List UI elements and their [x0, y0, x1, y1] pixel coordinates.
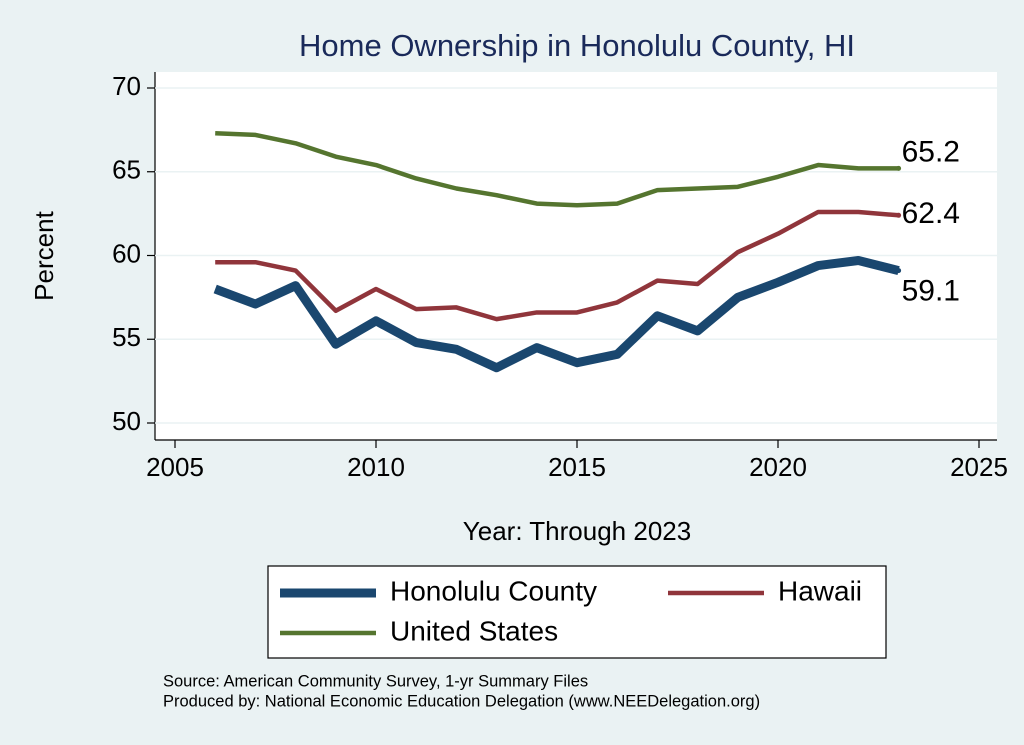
x-axis-label: Year: Through 2023 [463, 516, 691, 546]
y-axis-label: Percent [29, 210, 59, 300]
x-tick-label: 2005 [146, 452, 204, 482]
y-tick-label: 60 [112, 238, 141, 268]
source-note: Source: American Community Survey, 1-yr … [163, 672, 588, 690]
x-tick-label: 2015 [548, 452, 606, 482]
value-label: 59.1 [902, 274, 960, 307]
end-marker [896, 212, 902, 218]
end-marker [896, 268, 902, 274]
y-tick-label: 55 [112, 322, 141, 352]
series-line [215, 130, 899, 208]
series-line [215, 209, 899, 322]
series-line [213, 256, 900, 373]
end-marker [896, 165, 902, 171]
x-tick-label: 2020 [749, 452, 807, 482]
value-label: 65.2 [902, 135, 960, 168]
producer-note: Produced by: National Economic Education… [163, 692, 760, 710]
x-tick-label: 2025 [950, 452, 1008, 482]
chart-title: Home Ownership in Honolulu County, HI [299, 28, 855, 63]
value-label: 62.4 [902, 197, 960, 230]
y-tick-label: 65 [112, 155, 141, 185]
legend-label: United States [390, 615, 558, 646]
y-tick-label: 50 [112, 406, 141, 436]
legend-label: Honolulu County [390, 575, 597, 606]
y-tick-label: 70 [112, 71, 141, 101]
x-tick-label: 2010 [347, 452, 405, 482]
legend-label: Hawaii [778, 575, 862, 606]
legend-box [267, 565, 887, 659]
